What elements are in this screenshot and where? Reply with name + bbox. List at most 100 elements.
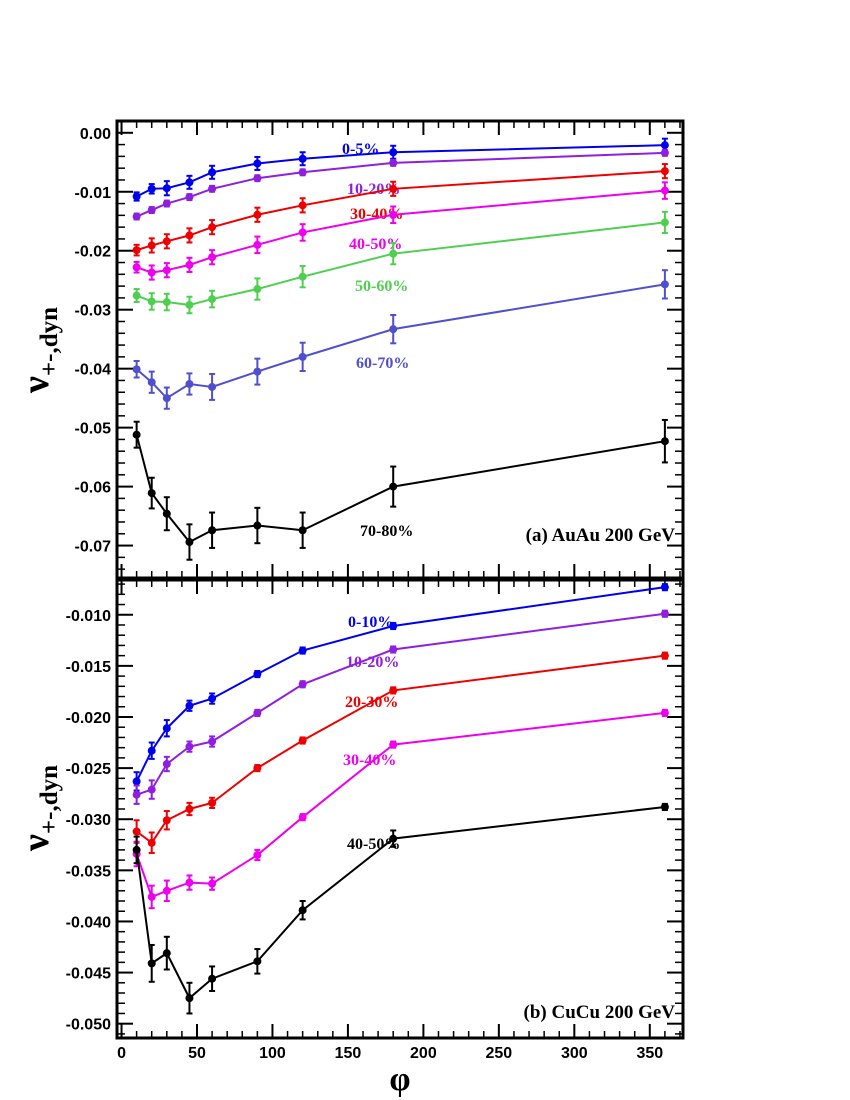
- x-tick-label: 50: [188, 1045, 206, 1062]
- data-point: [208, 798, 217, 807]
- data-point: [147, 959, 156, 968]
- data-point: [253, 764, 262, 773]
- series-label: 30-40%: [350, 206, 403, 223]
- data-point: [185, 231, 194, 240]
- series-label: 50-60%: [355, 278, 408, 295]
- data-point: [298, 813, 307, 822]
- y-tick-label: -0.040: [66, 914, 111, 931]
- data-point: [162, 760, 171, 769]
- y-tick-label: -0.045: [66, 966, 111, 983]
- data-point: [185, 994, 194, 1003]
- data-point: [162, 199, 171, 208]
- data-point: [147, 297, 156, 306]
- x-tick-label: 150: [335, 1045, 362, 1062]
- y-tick-label: 0.00: [80, 126, 111, 143]
- data-point: [185, 701, 194, 710]
- data-point: [660, 280, 669, 289]
- panel-auau: 0.00 -0.01 -0.02 -0.03 -0.04 -0.05 -0.06 -0.07 0…: [15, 119, 685, 580]
- y-axis-label: ν+-,dyn: [15, 765, 63, 852]
- y-tick-label: -0.07: [75, 539, 112, 556]
- data-point: [132, 291, 141, 300]
- data-point: [208, 737, 217, 746]
- y-tick-label: -0.06: [75, 480, 112, 497]
- data-point: [185, 300, 194, 309]
- data-point: [185, 178, 194, 187]
- series-line: [136, 654, 666, 845]
- plot-frame: [115, 119, 685, 580]
- panel-title: (a) AuAu 200 GeV: [526, 525, 676, 546]
- data-point: [132, 263, 141, 272]
- data-point: [147, 184, 156, 193]
- x-tick-label: 250: [486, 1045, 513, 1062]
- data-point: [298, 646, 307, 655]
- data-point: [298, 906, 307, 915]
- series-0-5%: 0-5%: [132, 137, 669, 202]
- series-line: [135, 586, 666, 782]
- data-point: [389, 622, 398, 631]
- series-line: [136, 612, 666, 796]
- series-line: [135, 805, 666, 1000]
- data-point: [660, 186, 669, 195]
- data-point: [208, 382, 217, 391]
- series-label: 40-50%: [347, 836, 400, 853]
- series-30-40%: 30-40%: [132, 708, 669, 910]
- series-0-10%: 0-10%: [132, 583, 669, 792]
- data-point: [253, 851, 262, 860]
- data-point: [162, 266, 171, 275]
- data-point: [162, 184, 171, 193]
- y-tick-label: -0.02: [75, 244, 112, 261]
- data-point: [389, 148, 398, 157]
- data-point: [660, 651, 669, 660]
- series-70-80%: 70-80%: [132, 418, 669, 561]
- series-20-30%: 20-30%: [132, 651, 669, 854]
- series-label: 0-5%: [342, 141, 379, 158]
- data-point: [147, 489, 156, 498]
- data-point: [147, 838, 156, 847]
- data-point: [185, 805, 194, 813]
- data-point: [132, 365, 141, 374]
- y-tick-label: -0.015: [66, 659, 111, 676]
- y-axis-label: ν+-,dyn: [15, 307, 63, 394]
- data-point: [162, 724, 171, 733]
- y-tick-label: -0.04: [75, 362, 112, 379]
- data-point: [185, 742, 194, 751]
- data-point: [660, 141, 669, 150]
- data-point: [147, 892, 156, 901]
- data-point: [253, 367, 262, 376]
- series-30-40%: 30-40%: [132, 163, 669, 257]
- x-tick-label: 350: [636, 1045, 663, 1062]
- data-point: [660, 583, 669, 592]
- data-point: [298, 526, 307, 535]
- data-point: [147, 378, 156, 387]
- data-point: [132, 246, 141, 255]
- data-point: [253, 670, 262, 679]
- y-tick-label: -0.025: [66, 761, 111, 778]
- series-label: 60-70%: [356, 355, 409, 372]
- data-point: [298, 736, 307, 745]
- data-point: [208, 526, 217, 535]
- series-60-70%: 60-70%: [132, 269, 669, 410]
- panel-title: (b) CuCu 200 GeV: [524, 1002, 676, 1023]
- data-point: [162, 298, 171, 307]
- data-point: [208, 879, 217, 888]
- data-point: [660, 218, 669, 227]
- data-point: [389, 184, 398, 193]
- data-point: [389, 158, 398, 167]
- x-tick-label: 0: [117, 1045, 126, 1062]
- data-point: [185, 260, 194, 269]
- data-point: [132, 827, 141, 836]
- data-point: [132, 790, 141, 799]
- y-tick-label: -0.05: [75, 421, 112, 438]
- y-tick-label: -0.03: [75, 303, 112, 320]
- series-label: 10-20%: [346, 654, 399, 671]
- data-point: [147, 241, 156, 250]
- data-point: [389, 645, 398, 654]
- series-40-50%: 40-50%: [132, 802, 669, 1015]
- data-point: [147, 206, 156, 215]
- x-axis-label: φ: [389, 1061, 410, 1098]
- data-point: [162, 509, 171, 518]
- data-point: [298, 168, 307, 177]
- x-tick-label: 200: [410, 1045, 437, 1062]
- data-point: [208, 184, 217, 193]
- data-point: [162, 394, 171, 403]
